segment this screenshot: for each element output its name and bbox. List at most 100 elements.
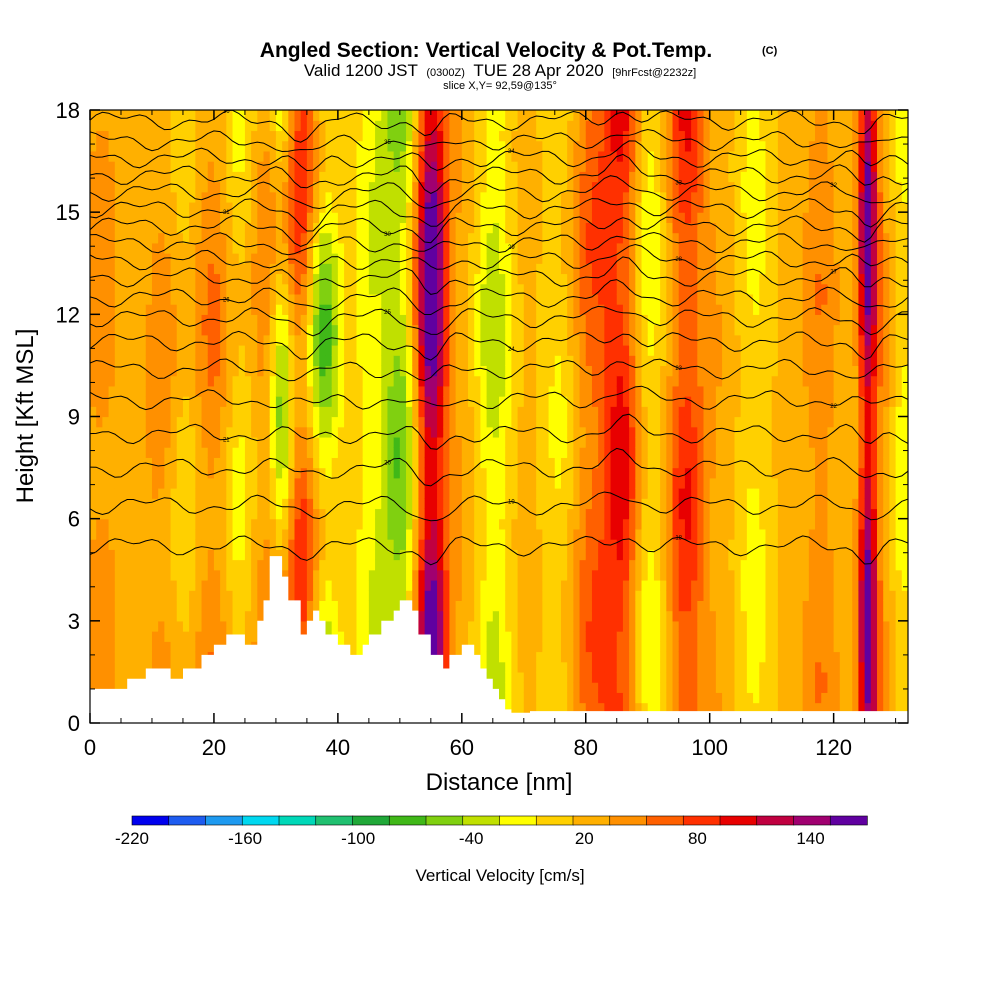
velocity-cell: [585, 416, 593, 428]
velocity-cell: [548, 692, 556, 704]
velocity-cell: [517, 539, 525, 550]
velocity-cell: [195, 436, 203, 448]
velocity-cell: [350, 222, 358, 234]
velocity-cell: [120, 253, 128, 264]
velocity-cell: [356, 293, 364, 305]
velocity-cell: [585, 355, 593, 367]
velocity-cell: [127, 518, 134, 530]
velocity-cell: [511, 549, 519, 561]
velocity-cell: [282, 518, 289, 530]
velocity-cell: [387, 365, 395, 377]
velocity-cell: [387, 161, 395, 172]
velocity-cell: [356, 590, 364, 601]
velocity-cell: [418, 569, 426, 581]
velocity-cell: [102, 355, 110, 367]
velocity-cell: [170, 324, 178, 336]
velocity-cell: [306, 518, 314, 530]
velocity-cell: [238, 283, 246, 295]
velocity-cell: [145, 661, 153, 673]
velocity-cell: [368, 120, 376, 132]
velocity-cell: [499, 467, 506, 479]
velocity-cell: [412, 110, 420, 121]
velocity-cell: [573, 457, 581, 469]
velocity-cell: [505, 518, 512, 530]
velocity-cell: [461, 528, 469, 540]
velocity-cell: [300, 222, 308, 234]
velocity-cell: [133, 283, 141, 295]
velocity-cell: [213, 273, 221, 285]
velocity-cell: [486, 610, 494, 622]
velocity-cell: [573, 130, 581, 142]
velocity-cell: [201, 283, 209, 295]
velocity-cell: [505, 222, 512, 234]
velocity-cell: [282, 385, 289, 397]
velocity-cell: [499, 283, 506, 295]
velocity-cell: [418, 161, 426, 172]
velocity-cell: [443, 140, 451, 152]
velocity-cell: [182, 508, 190, 520]
velocity-cell: [306, 201, 314, 213]
velocity-cell: [133, 477, 141, 489]
velocity-cell: [139, 222, 147, 234]
velocity-cell: [114, 651, 122, 663]
velocity-cell: [499, 161, 506, 172]
velocity-cell: [399, 498, 407, 510]
velocity-cell: [182, 283, 190, 295]
velocity-cell: [213, 293, 221, 305]
velocity-cell: [145, 396, 153, 407]
velocity-cell: [189, 620, 196, 632]
velocity-cell: [424, 375, 432, 387]
velocity-cell: [567, 477, 574, 489]
velocity-cell: [151, 263, 159, 275]
velocity-cell: [133, 498, 141, 510]
velocity-cell: [418, 549, 426, 561]
velocity-cell: [251, 110, 258, 121]
velocity-cell: [313, 559, 320, 571]
velocity-cell: [232, 130, 240, 142]
velocity-cell: [232, 293, 240, 305]
velocity-cell: [263, 539, 271, 550]
velocity-cell: [362, 263, 370, 275]
velocity-cell: [176, 355, 184, 367]
velocity-cell: [158, 344, 165, 356]
velocity-cell: [486, 110, 494, 121]
velocity-cell: [325, 344, 333, 356]
velocity-cell: [399, 355, 407, 367]
velocity-cell: [306, 579, 314, 591]
velocity-cell: [226, 130, 234, 142]
velocity-cell: [368, 436, 376, 448]
velocity-cell: [114, 253, 122, 264]
velocity-cell: [182, 590, 190, 601]
velocity-cell: [201, 406, 209, 418]
velocity-cell: [108, 171, 116, 183]
velocity-cell: [573, 436, 581, 448]
velocity-cell: [257, 120, 265, 132]
velocity-cell: [139, 416, 147, 428]
velocity-cell: [145, 181, 153, 193]
velocity-cell: [449, 304, 457, 315]
velocity-cell: [375, 263, 382, 275]
velocity-cell: [591, 304, 599, 315]
velocity-cell: [511, 171, 519, 183]
velocity-cell: [517, 242, 525, 254]
velocity-cell: [399, 314, 407, 326]
velocity-cell: [437, 436, 444, 448]
velocity-cell: [474, 477, 482, 489]
velocity-cell: [362, 508, 370, 520]
velocity-cell: [536, 406, 543, 418]
velocity-cell: [591, 181, 599, 193]
velocity-cell: [319, 110, 327, 121]
velocity-cell: [238, 324, 246, 336]
velocity-cell: [232, 161, 240, 172]
velocity-cell: [96, 110, 103, 121]
velocity-cell: [393, 549, 401, 561]
velocity-cell: [176, 620, 184, 632]
velocity-cell: [375, 293, 382, 305]
velocity-cell: [387, 232, 395, 244]
velocity-cell: [251, 201, 258, 213]
velocity-cell: [207, 559, 215, 571]
velocity-cell: [102, 283, 110, 295]
velocity-cell: [127, 569, 134, 581]
velocity-cell: [375, 447, 382, 458]
velocity-cell: [151, 559, 159, 571]
